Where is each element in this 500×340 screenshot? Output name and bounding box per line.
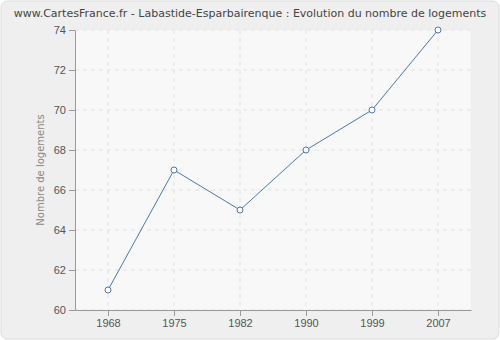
- y-tick: 60: [54, 304, 75, 316]
- tick-mark: [69, 310, 75, 311]
- y-tick: 64: [54, 224, 75, 236]
- x-tick: 1982: [228, 310, 252, 329]
- grid-line: [75, 310, 471, 311]
- grid-line: [306, 30, 307, 310]
- tick-label: 70: [54, 104, 66, 116]
- tick-mark: [108, 310, 109, 316]
- marker: [237, 207, 243, 213]
- tick-mark: [69, 150, 75, 151]
- tick-mark: [69, 70, 75, 71]
- tick-label: 72: [54, 64, 66, 76]
- x-tick: 1990: [294, 310, 318, 329]
- tick-mark: [240, 310, 241, 316]
- grid-line: [75, 230, 471, 231]
- tick-mark: [372, 310, 373, 316]
- grid-line: [240, 30, 241, 310]
- marker: [105, 287, 111, 293]
- marker: [435, 27, 441, 33]
- grid-line: [75, 190, 471, 191]
- grid-line: [75, 270, 471, 271]
- tick-mark: [69, 30, 75, 31]
- axis-line: [76, 310, 472, 311]
- grid-line: [372, 30, 373, 310]
- grid-line: [108, 30, 109, 310]
- x-tick: 1968: [96, 310, 120, 329]
- y-axis: 60 62 64 66 68 70 72 74: [54, 24, 76, 316]
- y-tick: 66: [54, 184, 75, 196]
- grid: [75, 30, 471, 310]
- marker: [171, 167, 177, 173]
- grid-line: [75, 30, 471, 31]
- chart: 60 62 64 66 68 70 72 74 1968 1975 1982 1990 1999 2007…: [0, 0, 500, 340]
- series: [105, 27, 441, 293]
- tick-mark: [69, 190, 75, 191]
- tick-mark: [438, 310, 439, 316]
- grid-line: [75, 70, 471, 71]
- tick-mark: [69, 110, 75, 111]
- y-axis-title: Nombre de logements: [35, 114, 46, 225]
- tick-label: 1990: [294, 317, 318, 329]
- tick-label: 1999: [360, 317, 384, 329]
- tick-label: 1975: [162, 317, 186, 329]
- tick-label: 74: [54, 24, 66, 36]
- tick-label: 1968: [96, 317, 120, 329]
- tick-mark: [174, 310, 175, 316]
- y-tick: 68: [54, 144, 75, 156]
- axis-line: [75, 31, 76, 311]
- grid-line: [75, 150, 471, 151]
- x-tick: 2007: [426, 310, 450, 329]
- plot-area: [75, 30, 471, 310]
- tick-mark: [306, 310, 307, 316]
- grid-line: [438, 30, 439, 310]
- x-axis: 1968 1975 1982 1990 1999 2007: [76, 310, 472, 329]
- tick-label: 64: [54, 224, 66, 236]
- tick-label: 62: [54, 264, 66, 276]
- tick-label: 66: [54, 184, 66, 196]
- y-tick: 72: [54, 64, 75, 76]
- y-tick: 74: [54, 24, 75, 36]
- tick-label: 2007: [426, 317, 450, 329]
- marker: [369, 107, 375, 113]
- background: [1, 1, 499, 339]
- tick-label: 60: [54, 304, 66, 316]
- y-tick: 62: [54, 264, 75, 276]
- line: [108, 30, 438, 290]
- grid-line: [75, 110, 471, 111]
- tick-label: 68: [54, 144, 66, 156]
- x-tick: 1999: [360, 310, 384, 329]
- tick-mark: [69, 270, 75, 271]
- x-tick: 1975: [162, 310, 186, 329]
- y-tick: 70: [54, 104, 75, 116]
- tick-mark: [69, 230, 75, 231]
- tick-label: 1982: [228, 317, 252, 329]
- title: www.CartesFrance.fr - Labastide-Esparbai…: [14, 7, 487, 20]
- marker: [303, 147, 309, 153]
